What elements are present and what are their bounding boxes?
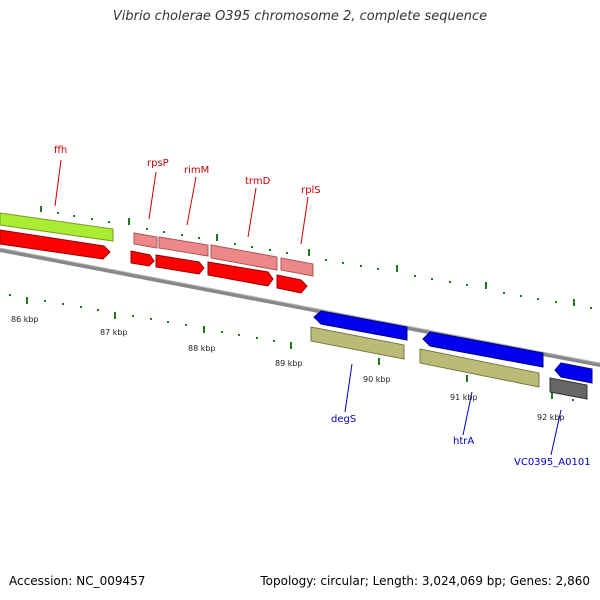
kbp-label-88: 88 kbp: [188, 344, 216, 353]
gene-label-trmD: trmD: [245, 176, 271, 187]
gene-labels: ffh rpsP rimM trmD rplS degS htrA VC0395…: [54, 145, 591, 468]
map-title: Vibrio cholerae O395 chromosome 2, compl…: [112, 9, 488, 24]
gene-trmD-red: [207, 261, 274, 287]
sequence-summary: Topology: circular; Length: 3,024,069 bp…: [260, 574, 590, 588]
kbp-label-92: 92 kbp: [537, 413, 565, 422]
gene-degS-blue: [313, 310, 408, 341]
gene-rplS-red: [276, 274, 308, 294]
gene-rpsP-pink: [133, 232, 158, 249]
gene-label-htrA: htrA: [453, 436, 474, 447]
label-leaders: [54, 159, 562, 456]
gene-VC0395-blue: [554, 362, 593, 384]
gene-degS-tan: [310, 326, 405, 360]
lower-tick-row: [9, 294, 574, 401]
gene-label-VC0395_A0101: VC0395_A0101: [514, 457, 591, 468]
gene-htrA-blue: [422, 331, 544, 368]
gene-features: [0, 212, 593, 400]
gene-VC0395-gray: [549, 377, 588, 400]
gene-rpsP-red: [130, 250, 155, 267]
gene-ffh-outline: [0, 212, 114, 242]
kbp-scale: 86 kbp 87 kbp 88 kbp 89 kbp 90 kbp 91 kb…: [11, 315, 565, 422]
kbp-label-90: 90 kbp: [363, 375, 391, 384]
gene-rimM-red: [155, 254, 205, 275]
kbp-label-91: 91 kbp: [450, 393, 478, 402]
upper-tick-row: [40, 206, 592, 309]
gene-label-degS: degS: [331, 414, 356, 425]
gene-label-rimM: rimM: [184, 165, 209, 176]
kbp-label-86: 86 kbp: [11, 315, 39, 324]
gene-label-rplS: rplS: [301, 185, 321, 196]
kbp-label-89: 89 kbp: [275, 359, 303, 368]
gene-trmD-pink: [210, 244, 278, 271]
gene-ffh-red: [0, 229, 111, 260]
gene-label-ffh: ffh: [54, 145, 67, 156]
gene-rimM-pink: [158, 236, 209, 257]
gene-rplS-pink: [280, 257, 314, 277]
gene-label-rpsP: rpsP: [147, 158, 169, 169]
accession-label: Accession: NC_009457: [9, 574, 146, 588]
gene-htrA-tan: [419, 348, 540, 388]
kbp-label-87: 87 kbp: [100, 328, 128, 337]
